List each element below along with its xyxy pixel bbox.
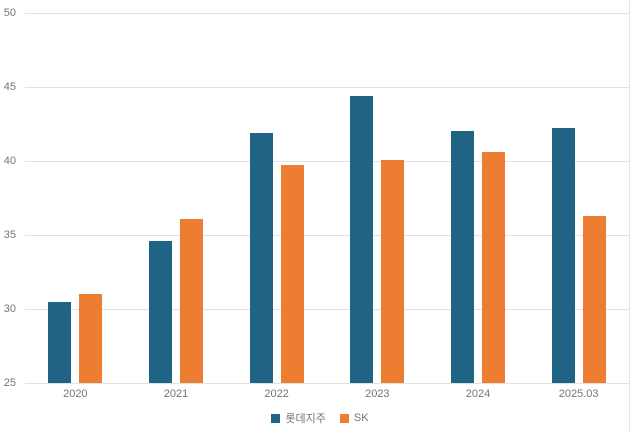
- bar-롯데지주-2023: [350, 95, 374, 383]
- ytick-label-45: 45: [3, 81, 16, 93]
- bar-SK-2022: [280, 165, 304, 383]
- ytick-label-35: 35: [3, 229, 16, 241]
- bar-SK-2021: [180, 218, 203, 383]
- legend-item-lotte: 롯데지주: [271, 410, 326, 426]
- bar-롯데지주-2020: [48, 301, 72, 383]
- bar-SK-2020: [79, 294, 103, 383]
- legend: 롯데지주 SK: [0, 410, 640, 426]
- xtick-label-2021: 2021: [163, 388, 189, 400]
- gridline-40: [25, 161, 629, 162]
- xtick-label-2022: 2022: [264, 388, 289, 400]
- legend-label-sk: SK: [353, 412, 369, 424]
- legend-swatch-lotte: [271, 413, 281, 423]
- xtick-label-2020: 2020: [63, 388, 88, 400]
- ytick-label-50: 50: [3, 7, 16, 19]
- xtick-label-2025.03: 2025.03: [558, 388, 599, 400]
- bar-SK-2025.03: [582, 215, 606, 383]
- ytick-label-30: 30: [3, 303, 16, 315]
- gridline-30: [25, 309, 629, 310]
- ytick-label-25: 25: [3, 377, 16, 389]
- bar-SK-2023: [381, 159, 405, 383]
- ytick-label-40: 40: [3, 155, 16, 167]
- legend-label-lotte: 롯데지주: [285, 413, 326, 425]
- xtick-label-2024: 2024: [465, 388, 491, 400]
- chart-right-border: [629, 0, 630, 432]
- bar-SK-2024: [482, 152, 505, 383]
- legend-swatch-sk: [339, 413, 349, 423]
- plot-area: [25, 13, 629, 384]
- bar-롯데지주-2024: [451, 131, 474, 383]
- bar-롯데지주-2022: [249, 132, 273, 383]
- gridline-35: [25, 235, 629, 236]
- gridline-50: [25, 13, 629, 14]
- bar-롯데지주-2025.03: [551, 128, 575, 383]
- bar-롯데지주-2021: [149, 240, 172, 383]
- xtick-label-2023: 2023: [365, 388, 390, 400]
- gridline-25: [25, 383, 629, 384]
- gridline-45: [25, 87, 629, 88]
- legend-item-sk: SK: [339, 412, 369, 424]
